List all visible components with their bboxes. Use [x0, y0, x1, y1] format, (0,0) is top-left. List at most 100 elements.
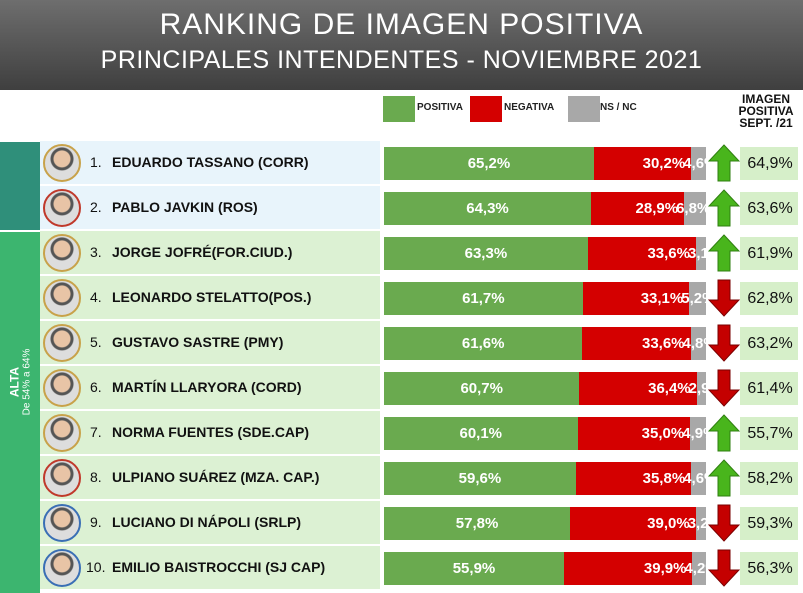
mayor-name: EDUARDO TASSANO (CORR): [112, 154, 309, 170]
previous-value: 61,4%: [747, 380, 793, 397]
legend-label-negativa: NEGATIVA: [504, 102, 555, 113]
previous-value-cell: [740, 282, 798, 315]
bar-nsnc: [692, 552, 706, 585]
bar-negativa: [577, 417, 691, 450]
rank-number: 10.: [86, 559, 106, 575]
legend-label-nsnc: NS / NC: [600, 102, 637, 113]
row-background: [40, 546, 380, 589]
data-label-negativa: 36,4%: [648, 380, 691, 397]
bar-negativa: [563, 552, 693, 585]
arrow-up-icon: [708, 414, 740, 452]
previous-value-cell: [740, 372, 798, 405]
avatar: [43, 279, 81, 317]
bar-nsnc: [696, 237, 706, 270]
bar-positiva: [384, 327, 583, 360]
rank-number: 4.: [90, 289, 102, 305]
data-label-positiva: 63,3%: [464, 245, 508, 262]
chart-header: RANKING DE IMAGEN POSITIVA PRINCIPALES I…: [0, 0, 803, 90]
table-row: 1. EDUARDO TASSANO (CORR): [40, 141, 803, 184]
bar-negativa: [593, 147, 692, 180]
mayor-name: NORMA FUENTES (SDE.CAP): [112, 424, 310, 440]
data-label-positiva: 60,1%: [459, 425, 503, 442]
data-label-nsnc: 3,1%: [688, 245, 706, 262]
avatar: [43, 504, 81, 542]
row-background: [40, 321, 380, 364]
arrow-down-icon: [708, 324, 740, 362]
data-label-positiva: 55,9%: [452, 560, 496, 577]
data-label-nsnc: 5,2%: [681, 290, 706, 307]
rank-number: 6.: [90, 379, 102, 395]
previous-value-cell: [740, 192, 798, 225]
bar-positiva: [384, 372, 580, 405]
bar-positiva: [384, 192, 592, 225]
bar-nsnc: [691, 462, 706, 495]
avatar: [43, 324, 81, 362]
arrow-down-icon: [708, 504, 740, 542]
previous-value: 59,3%: [747, 515, 793, 532]
row-background: [40, 411, 380, 454]
bar-nsnc: [689, 282, 706, 315]
row-background: [40, 456, 380, 499]
legend-swatch-nsnc: [568, 96, 600, 122]
previous-value: 63,2%: [747, 335, 793, 352]
data-label-negativa: 35,8%: [642, 470, 686, 487]
arrow-down-icon: [708, 369, 740, 407]
avatar: [43, 369, 81, 407]
legend-swatch-negativa: [470, 96, 502, 122]
row-background: [40, 141, 380, 184]
bar-positiva: [384, 552, 564, 585]
sidebar-tier-top: [0, 142, 40, 230]
tier-range: De 54% a 64%: [21, 348, 33, 416]
previous-header-line: SEPT. /21: [739, 116, 793, 130]
bar-nsnc: [690, 327, 706, 360]
previous-value-cell: [740, 327, 798, 360]
data-label-negativa: 28,9%: [635, 200, 679, 217]
arrow-up-icon: [708, 459, 740, 497]
mayor-name: PABLO JAVKIN (ROS): [112, 199, 258, 215]
data-label-nsnc: 6,8%: [676, 200, 706, 217]
previous-image-header: IMAGEN POSITIVA SEPT. /21: [730, 93, 802, 129]
bar-positiva: [384, 507, 571, 540]
bar-nsnc: [691, 147, 706, 180]
previous-value: 58,2%: [747, 470, 793, 487]
arrow-up-icon: [708, 234, 740, 272]
chart-subtitle: PRINCIPALES INTENDENTES - NOVIEMBRE 2021: [100, 46, 703, 74]
row-background: [40, 366, 380, 409]
mayor-name: LUCIANO DI NÁPOLI (SRLP): [112, 514, 301, 530]
sidebar-tier-alta: [0, 232, 40, 593]
previous-value-cell: [740, 237, 798, 270]
mayor-name: GUSTAVO SASTRE (PMY): [112, 334, 284, 350]
previous-value: 61,9%: [747, 245, 793, 262]
data-label-nsnc: 4,2%: [684, 560, 706, 577]
data-label-negativa: 30,2%: [642, 155, 686, 172]
avatar: [43, 234, 81, 272]
mayor-name: LEONARDO STELATTO(POS.): [112, 289, 312, 305]
previous-header-line: IMAGEN: [742, 92, 790, 106]
bar-nsnc: [695, 507, 706, 540]
data-label-positiva: 61,6%: [461, 335, 505, 352]
rank-number: 8.: [90, 469, 102, 485]
previous-value-cell: [740, 147, 798, 180]
bar-positiva: [384, 462, 576, 495]
bar-negativa: [575, 462, 692, 495]
mayor-name: MARTÍN LLARYORA (CORD): [112, 379, 302, 395]
bar-negativa: [570, 507, 696, 540]
arrow-down-icon: [708, 279, 740, 317]
data-label-nsnc: 4,8%: [682, 335, 706, 352]
rank-number: 9.: [90, 514, 102, 530]
data-label-positiva: 64,3%: [466, 200, 509, 217]
rank-number: 1.: [90, 154, 102, 170]
row-background: [40, 276, 380, 319]
rank-number: 7.: [90, 424, 102, 440]
bar-positiva: [384, 282, 583, 315]
row-background: [40, 231, 380, 274]
bar-negativa: [582, 282, 690, 315]
data-label-negativa: 39,0%: [647, 515, 690, 532]
bar-nsnc: [690, 417, 706, 450]
avatar: [43, 459, 81, 497]
avatar: [43, 549, 81, 587]
table-row: 7. NORMA FUENTES (SDE.CAP): [40, 411, 803, 454]
data-label-positiva: 61,7%: [462, 290, 505, 307]
data-label-nsnc: 3,2%: [687, 515, 706, 532]
data-label-nsnc: 4,6%: [683, 470, 706, 487]
